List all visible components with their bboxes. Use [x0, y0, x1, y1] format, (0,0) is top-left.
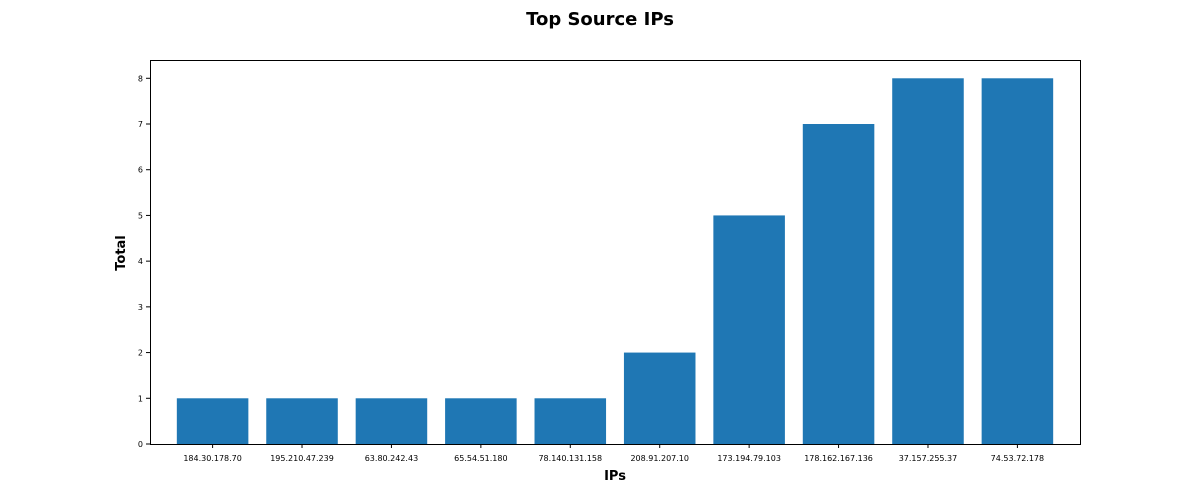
y-tick-label: 3 [138, 303, 143, 312]
bar-173.194.79.103 [713, 215, 785, 444]
plot-frame [150, 60, 1081, 445]
x-tick-label: 63.80.242.43 [365, 454, 418, 463]
x-tick-label: 184.30.178.70 [183, 454, 242, 463]
x-tick-label: 173.194.79.103 [717, 454, 781, 463]
y-tick-label: 4 [138, 257, 143, 266]
y-tick-label: 8 [138, 74, 143, 83]
y-tick-label: 1 [138, 394, 143, 403]
x-tick-label: 195.210.47.239 [270, 454, 334, 463]
y-tick-label: 7 [138, 120, 143, 129]
x-tick-label: 78.140.131.158 [538, 454, 602, 463]
y-axis-label: Total [114, 235, 129, 271]
x-tick-label: 208.91.207.10 [630, 454, 689, 463]
bar-195.210.47.239 [266, 398, 338, 444]
y-tick-label: 6 [138, 166, 143, 175]
x-tick-label: 178.162.167.136 [804, 454, 873, 463]
bar-178.162.167.136 [802, 124, 875, 444]
x-tick-label: 65.54.51.180 [454, 454, 507, 463]
bar-78.140.131.158 [534, 398, 607, 444]
x-axis-ticks: 184.30.178.70 195.210.47.239 63.80.242.43 6… [183, 444, 1044, 463]
x-tick-label: 74.53.72.178 [991, 454, 1044, 463]
bar-208.91.207.10 [623, 352, 696, 444]
bars-group [176, 78, 1054, 445]
bar-65.54.51.180 [445, 398, 517, 444]
y-tick-label: 2 [138, 349, 143, 358]
x-axis-label: IPs [604, 469, 626, 484]
bar-63.80.242.43 [355, 398, 428, 444]
x-tick-label: 37.157.255.37 [899, 454, 958, 463]
y-axis-ticks: 0 1 2 3 4 5 6 7 8 [138, 74, 150, 449]
bar-37.157.255.37 [892, 78, 964, 445]
y-tick-label: 0 [138, 440, 143, 449]
bar-74.53.72.178 [981, 78, 1054, 445]
chart-title: Top Source IPs [526, 9, 674, 30]
y-tick-label: 5 [138, 211, 143, 220]
bar-184.30.178.70 [176, 398, 249, 444]
